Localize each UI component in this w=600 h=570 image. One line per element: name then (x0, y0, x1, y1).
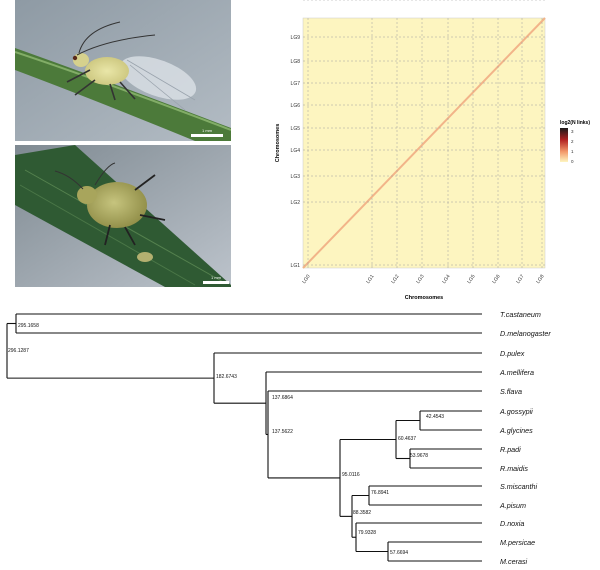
node-support-label: 57.6694 (390, 550, 408, 556)
node-support-label: 182.6743 (216, 374, 237, 380)
x-tick-label: LG5 (466, 274, 476, 285)
x-tick-label: LG7 (515, 274, 525, 285)
taxon-label: S.miscanthi (500, 482, 538, 491)
x-tick-label: LG1 (365, 274, 375, 285)
taxon-label: M.persicae (500, 538, 535, 547)
taxon-label: D.pulex (500, 349, 525, 358)
taxon-label: A.gossypii (499, 407, 533, 416)
node-support-label: 88.3582 (353, 510, 371, 516)
taxon-label: S.flava (500, 387, 522, 396)
node-support-label: 137.6864 (272, 395, 293, 401)
heatmap-legend: log2(N links) 3 2 1 0 (560, 120, 590, 164)
aphid-winged-photo: 1 mm (15, 0, 231, 141)
node-support-label: 60.4637 (398, 436, 416, 442)
y-tick-label: LG1 (291, 263, 301, 269)
node-support-label: 296.1287 (8, 348, 29, 354)
node-support-label: 137.5622 (272, 429, 293, 435)
y-tick-label: LG5 (291, 126, 301, 132)
scale-bar-label: 1 mm (211, 275, 222, 280)
taxon-label: A.pisum (499, 501, 526, 510)
heatmap-diagonal (302, 17, 546, 269)
y-tick-label: LG6 (291, 103, 301, 109)
legend-tick-label: 1 (571, 149, 574, 154)
taxon-label: A.mellifera (499, 368, 534, 377)
node-support-label: 42.4543 (426, 414, 444, 420)
y-tick-label: LG0 (291, 0, 301, 2)
node-support-label: 53.9678 (410, 453, 428, 459)
heatmap-ylabel: Chromosomes (275, 124, 281, 163)
node-support-label: 79.9328 (358, 530, 376, 536)
phylogenetic-tree: 295.1658 296.1287 182.6743 137.6864 137.5622… (0, 300, 600, 566)
legend-tick-label: 3 (571, 129, 574, 134)
aphid-wingless-photo: 1 mm (15, 145, 231, 287)
node-support-label: 295.1658 (18, 323, 39, 329)
x-tick-label: LG0 (301, 274, 311, 285)
legend-tick-label: 0 (571, 159, 574, 164)
taxon-label: R.padi (500, 445, 521, 454)
taxon-label: M.cerasi (500, 557, 528, 565)
node-support-label: 95.0116 (342, 472, 360, 478)
taxon-label: A.glycines (499, 426, 533, 435)
legend-tick-label: 2 (571, 139, 574, 144)
x-tick-label: LG3 (415, 274, 425, 285)
legend-colorbar (560, 128, 568, 162)
y-tick-label: LG7 (291, 81, 301, 87)
y-tick-label: LG4 (291, 148, 301, 154)
x-tick-label: LG2 (390, 274, 400, 285)
taxon-label: D.noxia (500, 519, 524, 528)
heatmap-xlabel: Chromosomes (405, 295, 444, 301)
x-tick-label: LG8 (535, 274, 545, 285)
taxon-label: R.maidis (500, 464, 528, 473)
y-tick-label: LG9 (291, 35, 301, 41)
node-support-label: 76.8941 (371, 490, 389, 496)
legend-title: log2(N links) (560, 120, 590, 126)
y-tick-label: LG2 (291, 200, 301, 206)
scale-bar-label: 1 mm (202, 128, 213, 133)
taxon-label: D.melanogaster (500, 329, 551, 338)
y-tick-label: LG3 (291, 174, 301, 180)
x-tick-label: LG6 (491, 274, 501, 285)
taxon-label: T.castaneum (500, 310, 541, 319)
y-tick-label: LG8 (291, 59, 301, 65)
x-tick-label: LG4 (441, 274, 451, 285)
